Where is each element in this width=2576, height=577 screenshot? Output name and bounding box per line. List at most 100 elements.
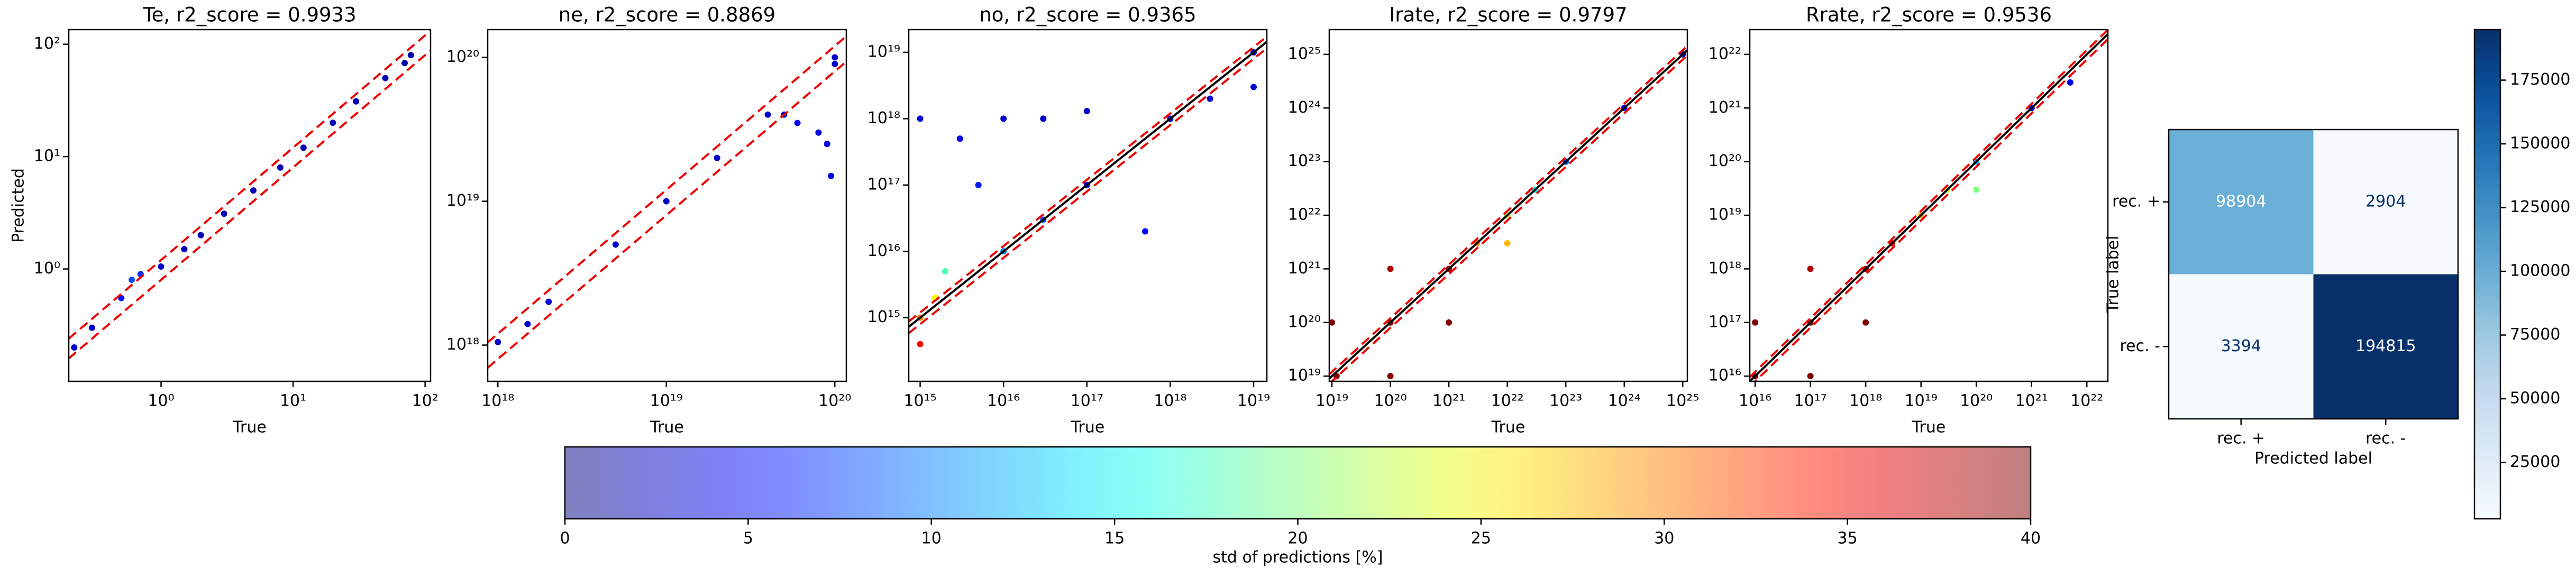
x-tick-label: 10¹⁹ [1237,392,1270,410]
x-tick-label: rec. - [2365,429,2406,448]
scatter-panel: 10¹⁹ 10²⁰ 10²¹ 10²² 10²³ 10²⁴ 10²⁵ 10¹⁹ 10²⁰ 10²¹… [1288,4,1700,437]
x-tick-label: 10²⁰ [1960,392,1993,410]
matrix-colorbar-fill [2474,30,2500,519]
y-tick-label: 10¹⁶ [1709,367,1741,385]
y-tick-label: 10²⁰ [1709,152,1741,170]
colorbar-label: std of predictions [%] [1212,548,1383,567]
x-tick-label: 10²² [2070,392,2103,410]
point [158,263,165,270]
x-tick-label: 10¹⁶ [1739,392,1771,410]
point [1387,373,1394,380]
y-tick-label: rec. + [2112,192,2160,210]
colorbar: 0 5 10 15 20 25 30 35 40 std of predictions [%] [560,446,2041,567]
axes-frame [1749,29,2109,382]
point [401,60,408,67]
point [1329,319,1336,326]
cell-label: 2904 [2365,192,2406,210]
point [1250,84,1257,90]
x-tick-label: 10¹⁹ [650,392,683,410]
x-tick-label: 10²¹ [2015,392,2048,410]
matrix-colorbar-frame [2473,29,2501,520]
x-axis-label: True [1912,418,1946,437]
plot-area [488,35,846,369]
colorbar-tick-label: 0 [560,529,570,548]
colorbar-fill [565,447,2031,519]
reference-line [1750,30,2108,378]
y-axis-label: True label [2104,236,2123,314]
cell [2313,130,2458,274]
point [1387,265,1394,272]
point [88,324,95,331]
matrix-frame [2168,129,2459,420]
point [221,210,227,217]
y-tick-label: 10¹⁹ [1709,206,1741,224]
x-tick-label: 10¹⁷ [1794,392,1827,410]
point [71,344,78,351]
point [545,298,552,305]
cell-label: 194815 [2355,337,2416,355]
x-tick-label: 10¹ [280,392,306,410]
x-tick-label: 10²⁰ [818,392,851,410]
reference-line [488,35,846,343]
reference-line [1330,54,1687,381]
x-tick-label: 10²² [1491,392,1524,410]
panel-title: no, r2_score = 0.9365 [979,4,1196,26]
x-tick-label: 10¹⁵ [903,392,936,410]
panel-title: ne, r2_score = 0.8869 [559,4,775,26]
point [129,277,135,283]
reference-line [909,47,1267,334]
matrix-colorbar-tick-label: 125000 [2510,198,2571,216]
point [1504,240,1511,247]
colorbar-tick-label: 5 [743,529,753,548]
plot-area [909,35,1267,347]
cell [2313,274,2458,419]
point [277,164,284,171]
matrix-colorbar-tick-label: 150000 [2510,134,2571,153]
x-axis-label: True [1071,418,1105,437]
axes-frame [68,29,432,382]
point [663,198,670,205]
point [917,115,924,122]
reference-line [69,49,431,360]
colorbar-tick-label: 30 [1654,529,1674,548]
cell-label: 98904 [2216,192,2266,210]
x-tick-label: 10²⁰ [1374,392,1406,410]
point [975,181,982,188]
point [524,320,531,327]
y-tick-label: 10²² [1288,206,1321,224]
matrix-colorbar-tick-label: 50000 [2510,389,2560,408]
colorbar-tick-label: 10 [921,529,942,548]
y-tick-label: 10¹⁸ [1709,259,1741,278]
y-tick-label: 10¹⁹ [867,42,900,61]
y-tick-label: 10²⁰ [1288,313,1321,331]
x-tick-label: 10²¹ [1432,392,1465,410]
point [382,75,389,81]
x-tick-label: 10¹⁶ [987,392,1020,410]
y-tick-label: 10¹⁶ [867,242,900,260]
panel-title: Rrate, r2_score = 0.9536 [1806,4,2052,26]
axes-frame [908,29,1268,382]
y-tick-label: 10²² [1709,44,1741,63]
y-tick-label: 10²¹ [1288,259,1321,278]
y-tick-label: 10¹⁹ [1288,367,1321,385]
x-tick-label: 10¹⁹ [1316,392,1348,410]
point [956,135,963,142]
x-tick-label: 10¹⁸ [481,392,514,410]
point [1083,108,1090,115]
matrix-colorbar-tick-label: 100000 [2510,262,2571,280]
axes-frame [1328,29,1688,382]
point [824,141,830,148]
x-tick-label: 10² [412,392,439,410]
y-tick-label: 10¹⁷ [867,175,900,194]
point [353,98,360,105]
y-tick-label: 10¹⁷ [1709,313,1741,331]
point [2067,79,2073,86]
y-tick-label: 10¹⁸ [446,335,479,354]
reference-line [1329,45,1687,375]
point [815,129,822,136]
point [1141,228,1148,235]
point [1040,115,1047,122]
point [330,120,336,126]
